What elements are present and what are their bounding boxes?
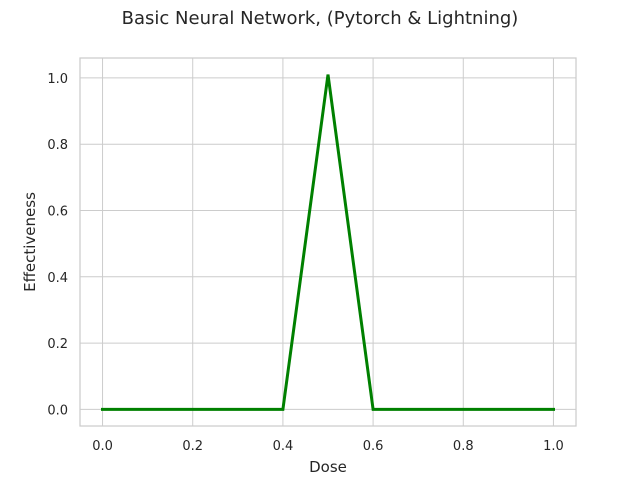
series-group: [101, 74, 555, 411]
y-tick-label: 0.0: [47, 403, 68, 418]
y-tick-label: 0.2: [47, 337, 68, 352]
y-tick-labels: 0.0 0.2 0.4 0.6 0.8 1.0: [47, 72, 68, 419]
y-axis-label: Effectiveness: [21, 192, 39, 292]
grid: [80, 58, 576, 426]
x-axis-label: Dose: [309, 458, 347, 476]
series-line: [101, 74, 555, 411]
x-tick-label: 0.2: [182, 439, 203, 454]
x-tick-labels: 0.0 0.2 0.4 0.6 0.8 1.0: [92, 439, 564, 454]
x-tick-label: 0.8: [453, 439, 474, 454]
plot-frame: [79, 57, 577, 427]
plot-area: [80, 58, 576, 426]
y-tick-label: 0.8: [47, 138, 68, 153]
y-tick-label: 0.4: [47, 271, 68, 286]
y-tick-label: 1.0: [47, 72, 68, 87]
x-tick-label: 0.4: [273, 439, 294, 454]
x-tick-label: 0.6: [363, 439, 384, 454]
x-tick-label: 1.0: [543, 439, 564, 454]
y-tick-label: 0.6: [47, 205, 68, 220]
x-tick-label: 0.0: [92, 439, 113, 454]
chart-title: Basic Neural Network, (Pytorch & Lightni…: [122, 8, 519, 29]
